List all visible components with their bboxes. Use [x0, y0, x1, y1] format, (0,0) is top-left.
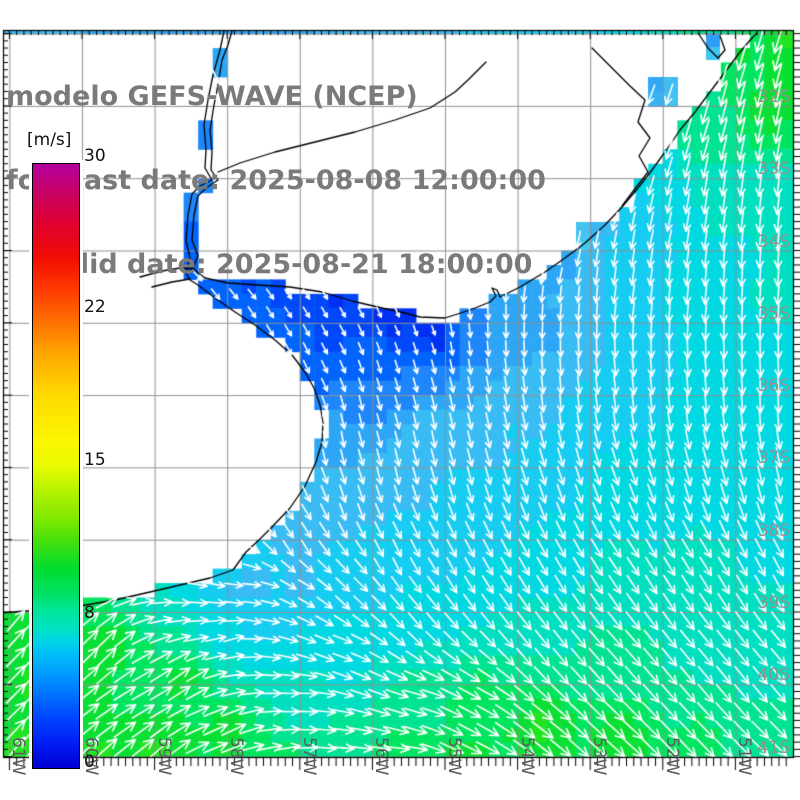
- model-title: modelo GEFS-WAVE (NCEP): [6, 81, 418, 112]
- title-block: modelo GEFS-WAVE (NCEP) forecast date: 2…: [6, 27, 546, 335]
- colorbar-tick-15: 15: [84, 450, 106, 470]
- lon-label-52W: 52W: [661, 737, 682, 776]
- lon-label-61W: 61W: [8, 737, 29, 776]
- lon-label-56W: 56W: [371, 737, 392, 776]
- lon-label-55W: 55W: [444, 737, 464, 776]
- colorbar: [32, 163, 80, 769]
- lon-label-51W: 51W: [734, 737, 755, 776]
- lat-label-32S: 32S: [757, 86, 790, 107]
- lon-label-58W: 58W: [226, 737, 247, 776]
- colorbar-tick-8: 8: [84, 603, 95, 623]
- lon-label-53W: 53W: [589, 737, 610, 776]
- colorbar-tick-30: 30: [84, 146, 106, 166]
- lat-label-40S: 40S: [757, 665, 790, 686]
- lon-label-57W: 57W: [298, 737, 319, 776]
- forecast-date: forecast date: 2025-08-08 12:00:00: [6, 165, 546, 196]
- lat-label-34S: 34S: [757, 231, 790, 252]
- lat-label-38S: 38S: [757, 520, 790, 541]
- colorbar-unit-label: [m/s]: [27, 130, 72, 150]
- valid-date: valid date: 2025-08-21 18:00:00: [44, 249, 533, 280]
- colorbar-tick-22: 22: [84, 297, 106, 317]
- lat-label-33S: 33S: [757, 159, 790, 180]
- colorbar-tick-0: 0: [84, 752, 95, 772]
- lat-label-36S: 36S: [757, 376, 790, 397]
- lat-label-37S: 37S: [757, 448, 790, 469]
- lon-label-54W: 54W: [516, 737, 537, 776]
- lat-label-41S: 41S: [757, 737, 790, 758]
- lon-label-59W: 59W: [153, 737, 174, 776]
- lat-label-39S: 39S: [757, 593, 790, 613]
- lat-label-35S: 35S: [757, 303, 790, 324]
